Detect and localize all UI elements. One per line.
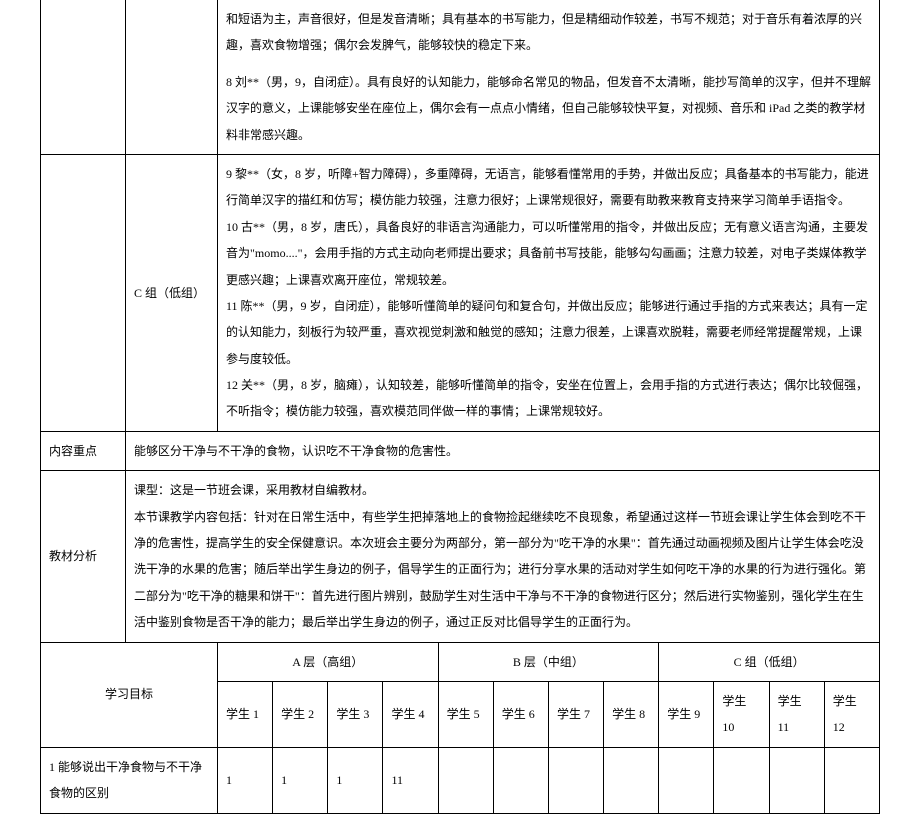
goal1-s2: 1: [273, 747, 328, 813]
col-s2: 学生 2: [273, 681, 328, 747]
student12-text: 12 关**（男，8 岁，脑瘫），认知较差，能够听懂简单的指令，安坐在位置上，会…: [226, 372, 871, 425]
prev-group-continuation: 和短语为主，声音很好，但是发音清晰；具有基本的书写能力，但是精细动作较差，书写不…: [218, 0, 880, 154]
goal1-s12: [824, 747, 879, 813]
goal1-s7: [548, 747, 603, 813]
col-s8: 学生 8: [604, 681, 659, 747]
goal1-s1: 1: [218, 747, 273, 813]
group-c-label: C 组（低组）: [126, 154, 218, 431]
goal1-s11: [769, 747, 824, 813]
col-s6: 学生 6: [493, 681, 548, 747]
content-key-text: 能够区分干净与不干净的食物，认识吃不干净食物的危害性。: [126, 431, 880, 470]
tier-c-header: C 组（低组）: [659, 642, 880, 681]
goal1-label: 1 能够说出干净食物与不干净食物的区别: [41, 747, 218, 813]
goal1-s9: [659, 747, 714, 813]
empty-label: [41, 0, 126, 154]
goal1-s6: [493, 747, 548, 813]
material-content: 课型：这是一节班会课，采用教材自编教材。 本节课教学内容包括：针对在日常生活中，…: [126, 471, 880, 642]
goal1-s8: [604, 747, 659, 813]
col-s3: 学生 3: [328, 681, 383, 747]
material-line2: 本节课教学内容包括：针对在日常生活中，有些学生把掉落地上的食物捡起继续吃不良现象…: [134, 504, 871, 636]
goal1-s4: 11: [383, 747, 438, 813]
col-s5: 学生 5: [438, 681, 493, 747]
col-s11: 学生 11: [769, 681, 824, 747]
goal1-s5: [438, 747, 493, 813]
material-line1: 课型：这是一节班会课，采用教材自编教材。: [134, 477, 871, 503]
student11-text: 11 陈**（男，9 岁，自闭症），能够听懂简单的疑问句和复合句，并做出反应；能…: [226, 293, 871, 372]
student-analysis-label: [41, 154, 126, 431]
col-s1: 学生 1: [218, 681, 273, 747]
col-s9: 学生 9: [659, 681, 714, 747]
col-s4: 学生 4: [383, 681, 438, 747]
tier-a-header: A 层（高组）: [218, 642, 439, 681]
goals-label: 学习目标: [41, 642, 218, 747]
continuation-text: 和短语为主，声音很好，但是发音清晰；具有基本的书写能力，但是精细动作较差，书写不…: [226, 6, 871, 59]
col-s12: 学生 12: [824, 681, 879, 747]
material-label: 教材分析: [41, 471, 126, 642]
empty-sub: [126, 0, 218, 154]
col-s10: 学生 10: [714, 681, 769, 747]
group-c-content: 9 黎**（女，8 岁，听障+智力障碍），多重障碍，无语言，能够看懂常用的手势，…: [218, 154, 880, 431]
student8-text: 8 刘**（男，9，自闭症）。具有良好的认知能力，能够命名常见的物品，但发音不太…: [226, 69, 871, 148]
tier-b-header: B 层（中组）: [438, 642, 659, 681]
goal1-s3: 1: [328, 747, 383, 813]
col-s7: 学生 7: [548, 681, 603, 747]
content-key-label: 内容重点: [41, 431, 126, 470]
lesson-plan-table: 和短语为主，声音很好，但是发音清晰；具有基本的书写能力，但是精细动作较差，书写不…: [40, 0, 880, 814]
goal1-s10: [714, 747, 769, 813]
student9-text: 9 黎**（女，8 岁，听障+智力障碍），多重障碍，无语言，能够看懂常用的手势，…: [226, 161, 871, 214]
student10-text: 10 古**（男，8 岁，唐氏），具备良好的非语言沟通能力，可以听懂常用的指令，…: [226, 214, 871, 293]
